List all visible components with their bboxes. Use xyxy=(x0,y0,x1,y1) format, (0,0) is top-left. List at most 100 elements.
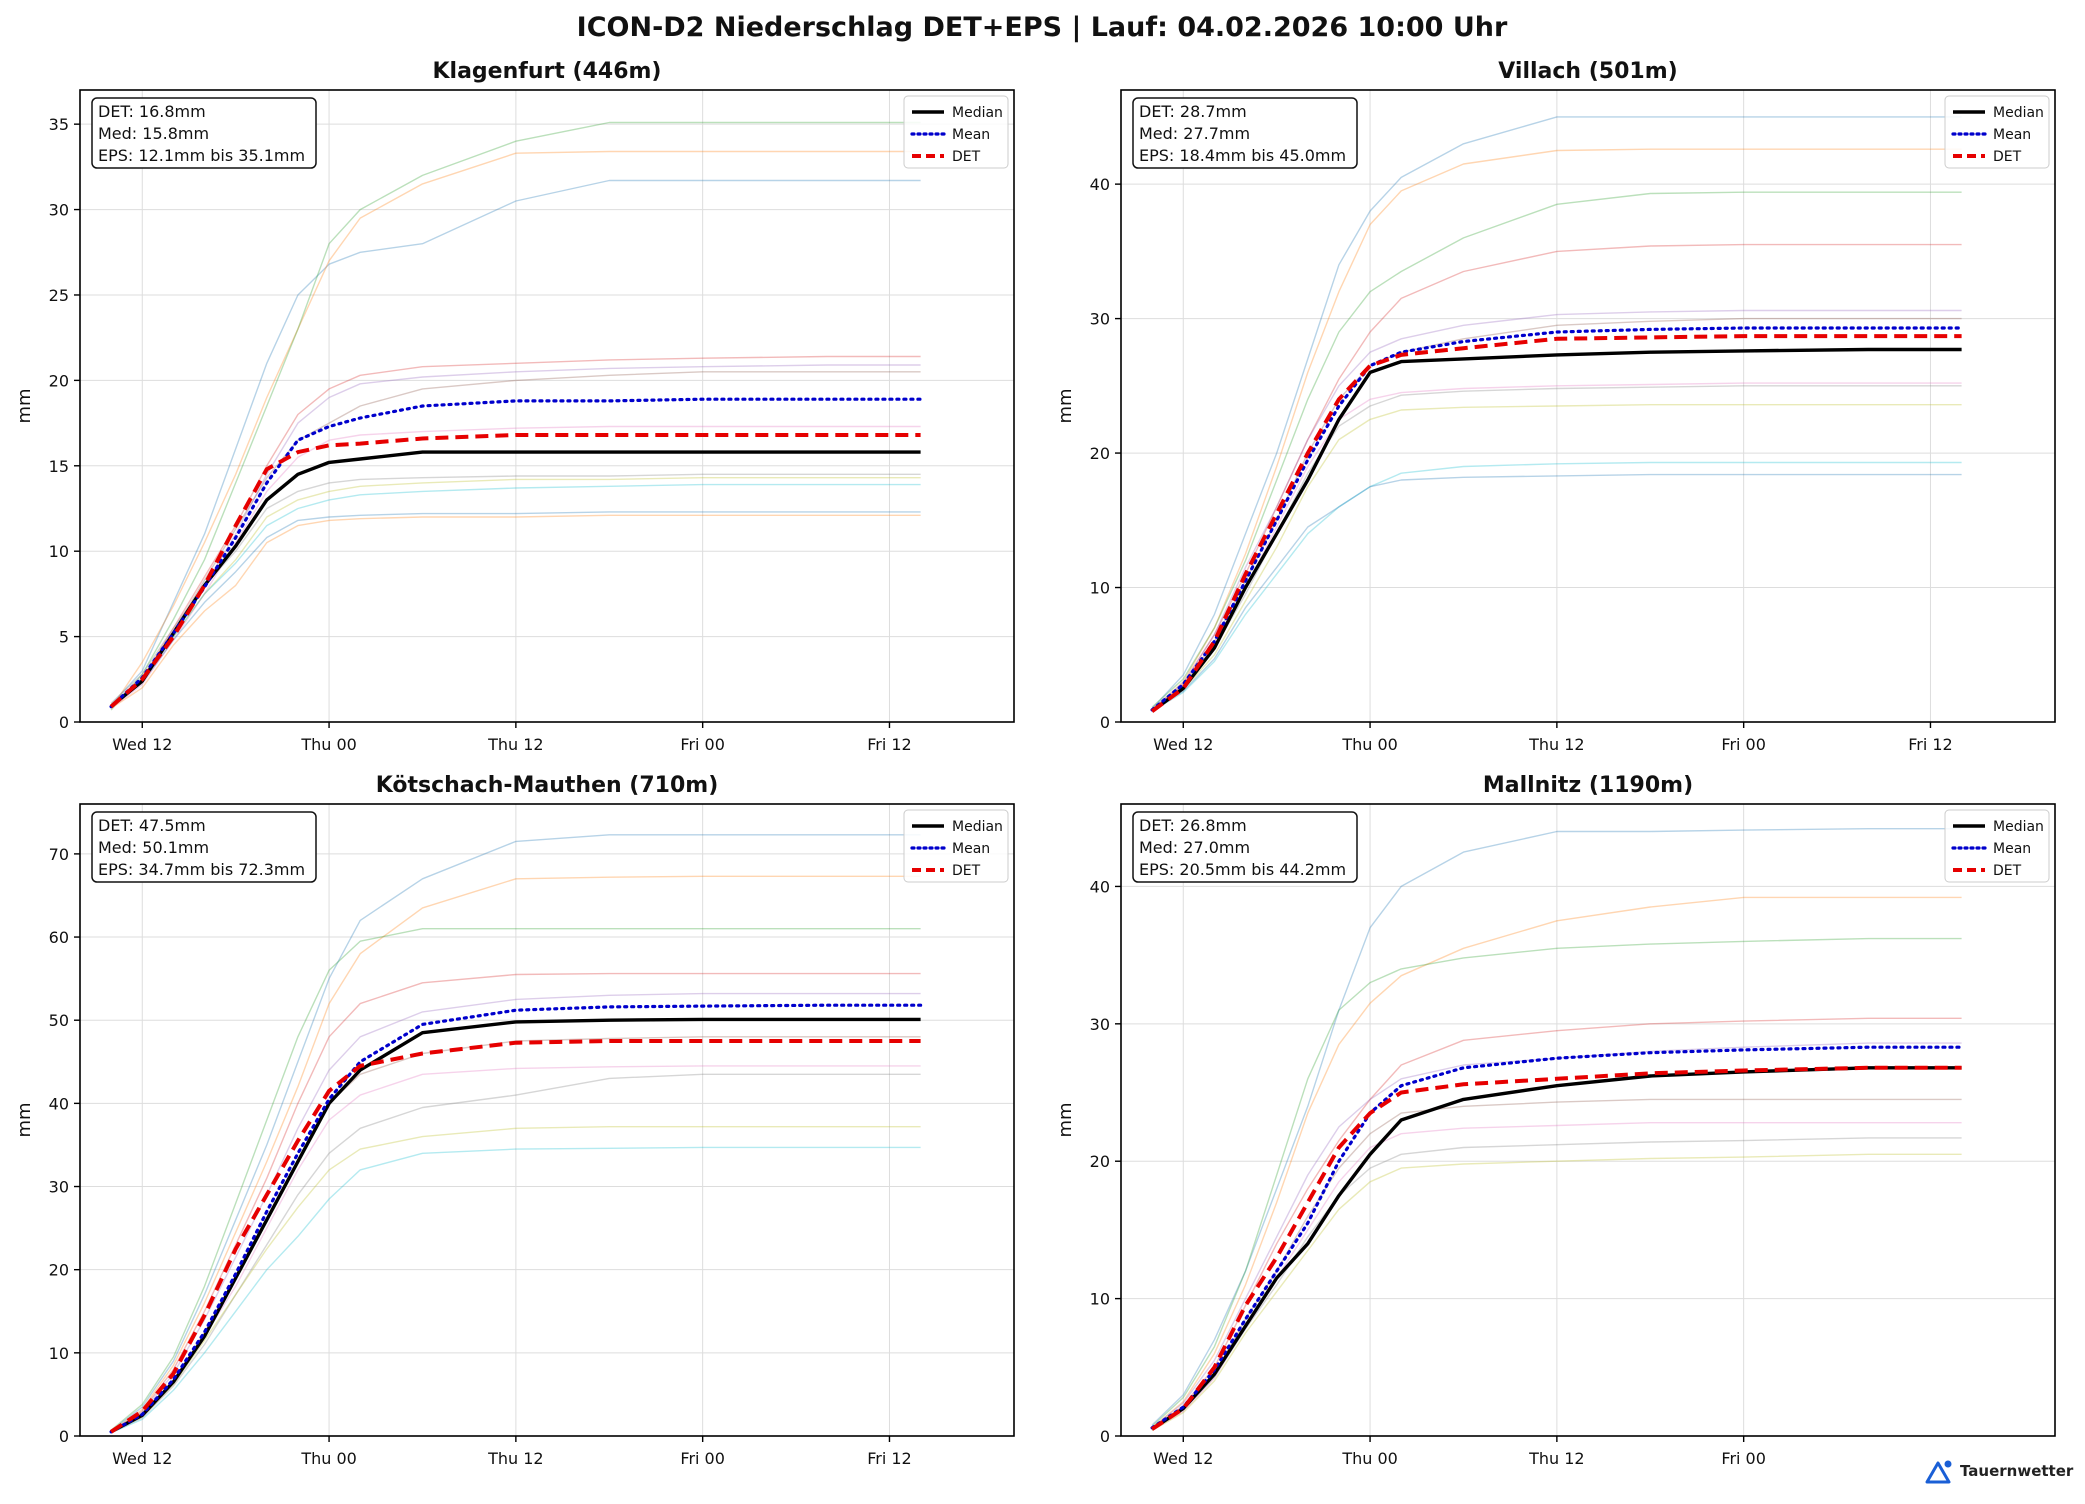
median-line xyxy=(110,450,921,708)
y-tick-label: 20 xyxy=(49,371,69,390)
legend-frame xyxy=(903,809,1009,883)
y-tick-label: 10 xyxy=(1090,579,1110,598)
info-box-frame xyxy=(91,811,317,883)
plot-frame xyxy=(79,89,1015,723)
y-tick-label: 30 xyxy=(49,201,69,220)
legend-label: Mean xyxy=(1993,127,2031,143)
ensemble-member-line xyxy=(110,834,921,1432)
x-tick-label: Fri 12 xyxy=(867,1449,912,1468)
info-box-frame xyxy=(1132,811,1358,883)
y-tick-label: 20 xyxy=(1090,1152,1110,1171)
y-tick-label: 0 xyxy=(59,713,69,732)
chart-title: Klagenfurt (446m) xyxy=(433,59,662,84)
median-line xyxy=(1151,347,1962,713)
mean-line xyxy=(109,1003,923,1434)
info-line: DET: 26.8mm xyxy=(1139,816,1247,835)
x-tick-label: Wed 12 xyxy=(1153,1449,1213,1468)
brand-logo: Tauernwetter xyxy=(1924,1456,2073,1486)
ensemble-member-line xyxy=(110,150,921,709)
y-tick-label: 0 xyxy=(59,1427,69,1446)
median-line xyxy=(110,1017,921,1434)
legend: Median Mean DET xyxy=(903,809,1009,883)
ensemble-member-line xyxy=(1151,937,1962,1427)
y-tick-label: 50 xyxy=(49,1011,69,1030)
x-tick-label: Thu 00 xyxy=(300,1449,357,1468)
y-axis-label: mm xyxy=(1055,388,1076,423)
legend-label: Median xyxy=(1993,105,2044,121)
ensemble-member-line xyxy=(110,473,921,704)
x-tick-label: Fri 00 xyxy=(1721,735,1766,754)
ensemble-member-line xyxy=(1151,191,1962,708)
x-tick-label: Wed 12 xyxy=(112,1449,172,1468)
info-line: Med: 27.7mm xyxy=(1139,124,1250,143)
mean-line xyxy=(1150,326,1964,712)
x-tick-label: Fri 12 xyxy=(1908,735,1953,754)
y-tick-label: 30 xyxy=(1090,310,1110,329)
info-line: Med: 50.1mm xyxy=(98,838,209,857)
plot-frame xyxy=(79,803,1015,1437)
y-tick-label: 25 xyxy=(49,286,69,305)
ensemble-member-line xyxy=(110,1146,921,1434)
x-tick-label: Wed 12 xyxy=(1153,735,1213,754)
ensemble-member-line xyxy=(1151,461,1962,712)
ensemble-member-line xyxy=(110,425,921,709)
legend-label: Mean xyxy=(1993,841,2031,857)
x-tick-label: Thu 12 xyxy=(487,1449,544,1468)
legend: Median Mean DET xyxy=(1944,95,2050,169)
y-tick-label: 10 xyxy=(49,542,69,561)
y-tick-label: 0 xyxy=(1100,713,1110,732)
ensemble-member-line xyxy=(110,928,921,1431)
x-tick-label: Thu 00 xyxy=(1341,1449,1398,1468)
chart-title: Mallnitz (1190m) xyxy=(1483,773,1693,798)
x-tick-label: Fri 00 xyxy=(1721,1449,1766,1468)
x-tick-label: Fri 00 xyxy=(680,1449,725,1468)
ensemble-member-line xyxy=(1151,1153,1962,1432)
info-box-frame xyxy=(91,97,317,169)
y-tick-label: 20 xyxy=(1090,444,1110,463)
ensemble-member-line xyxy=(110,121,921,711)
legend-label: Median xyxy=(952,105,1003,121)
legend-label: DET xyxy=(1993,863,2022,879)
ensemble-member-line xyxy=(1151,1042,1962,1429)
legend-label: DET xyxy=(1993,149,2022,165)
legend-label: DET xyxy=(952,863,981,879)
det-line xyxy=(109,1039,921,1434)
chart-panel-4: Mallnitz (1190m) 0 10 20 30 40 Wed 12 Thu 00 Thu… xyxy=(1055,773,2056,1468)
info-line: DET: 47.5mm xyxy=(98,816,206,835)
brand-name: Tauernwetter xyxy=(1960,1462,2074,1480)
ensemble-member-line xyxy=(110,355,921,706)
chart-panel-1: Klagenfurt (446m) 0 5 10 15 20 25 30 35 Wed 12 Thu… xyxy=(14,59,1015,754)
x-tick-label: Thu 12 xyxy=(1528,1449,1585,1468)
ensemble-member-line xyxy=(1151,473,1962,711)
legend-label: DET xyxy=(952,149,981,165)
legend-frame xyxy=(1944,95,2050,169)
x-tick-label: Thu 00 xyxy=(300,735,357,754)
ensemble-member-line xyxy=(1151,404,1962,711)
info-box: DET: 28.7mm Med: 27.7mm EPS: 18.4mm bis 45… xyxy=(1132,97,1358,169)
info-line: EPS: 12.1mm bis 35.1mm xyxy=(98,146,305,165)
legend-frame xyxy=(1944,809,2050,883)
x-tick-label: Thu 12 xyxy=(487,735,544,754)
y-tick-label: 20 xyxy=(49,1261,69,1280)
y-tick-label: 10 xyxy=(1090,1290,1110,1309)
y-tick-label: 0 xyxy=(1100,1427,1110,1446)
y-tick-label: 5 xyxy=(59,628,69,647)
y-axis-label: mm xyxy=(14,1102,35,1137)
legend-frame xyxy=(903,95,1009,169)
y-tick-label: 30 xyxy=(49,1178,69,1197)
ensemble-member-line xyxy=(1151,148,1962,711)
info-line: DET: 16.8mm xyxy=(98,102,206,121)
x-tick-label: Fri 12 xyxy=(867,735,912,754)
info-box: DET: 16.8mm Med: 15.8mm EPS: 12.1mm bis 35… xyxy=(91,97,317,169)
y-tick-label: 40 xyxy=(49,1094,69,1113)
plot-frame xyxy=(1120,803,2056,1437)
plot-frame xyxy=(1120,89,2056,723)
x-tick-label: Thu 12 xyxy=(1528,735,1585,754)
median-line xyxy=(1151,1066,1962,1431)
ensemble-member-line xyxy=(1151,309,1962,710)
info-line: Med: 27.0mm xyxy=(1139,838,1250,857)
legend-label: Median xyxy=(952,819,1003,835)
info-line: Med: 15.8mm xyxy=(98,124,209,143)
chart-panel-2: Villach (501m) 0 10 20 30 40 Wed 12 Thu 00 Thu 1… xyxy=(1055,59,2056,754)
